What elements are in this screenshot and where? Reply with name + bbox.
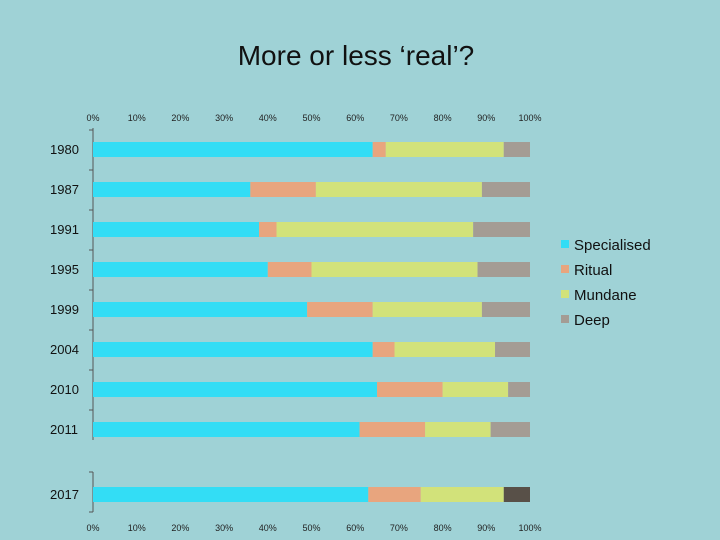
bar-mundane-1999 (372, 302, 482, 317)
category-label-2011: 2011 (50, 422, 78, 437)
x-tick-label-bottom: 40% (259, 523, 277, 533)
bar-deep-1987 (481, 182, 530, 197)
bar-mundane-2004 (394, 342, 496, 357)
bar-ritual-2011 (359, 422, 426, 437)
x-tick-label-bottom: 30% (215, 523, 233, 533)
x-tick-label-top: 70% (390, 113, 408, 123)
x-tick-label-top: 60% (346, 113, 364, 123)
bar-deep-2004 (495, 342, 530, 357)
category-label-2017: 2017 (50, 487, 79, 502)
bar-deep-2010 (508, 382, 530, 397)
x-tick-label-bottom: 0% (86, 523, 99, 533)
bar-deep-1995 (477, 262, 530, 277)
category-label-1980: 1980 (50, 142, 79, 157)
bar-mundane-1995 (311, 262, 478, 277)
bar-deep-1991 (473, 222, 530, 237)
category-label-1987: 1987 (50, 182, 79, 197)
x-tick-label-bottom: 50% (302, 523, 320, 533)
bar-mundane-1991 (276, 222, 474, 237)
bar-mundane-2010 (442, 382, 509, 397)
x-tick-label-bottom: 90% (477, 523, 495, 533)
bar-mundane-1987 (315, 182, 482, 197)
x-tick-label-top: 20% (171, 113, 189, 123)
bar-specialised-1987 (93, 182, 251, 197)
x-tick-label-top: 80% (434, 113, 452, 123)
bar-mundane-2017 (420, 487, 504, 502)
category-label-1991: 1991 (50, 222, 79, 237)
bar-ritual-1987 (250, 182, 316, 197)
bar-ritual-2004 (372, 342, 395, 357)
bar-deep-1980 (503, 142, 530, 157)
bar-specialised-2010 (93, 382, 378, 397)
bar-mundane-2011 (425, 422, 491, 437)
x-tick-label-bottom: 80% (434, 523, 452, 533)
bar-deep-1999 (481, 302, 530, 317)
legend-label-specialised: Specialised (574, 237, 651, 254)
category-label-1995: 1995 (50, 262, 79, 277)
x-tick-label-bottom: 10% (128, 523, 146, 533)
x-tick-label-top: 40% (259, 113, 277, 123)
category-label-2004: 2004 (50, 342, 79, 357)
x-tick-label-top: 30% (215, 113, 233, 123)
bar-ritual-1999 (307, 302, 373, 317)
x-tick-label-bottom: 100% (518, 523, 541, 533)
legend-swatch-mundane (561, 290, 569, 298)
x-tick-label-bottom: 70% (390, 523, 408, 533)
bar-ritual-1991 (259, 222, 277, 237)
x-tick-label-top: 10% (128, 113, 146, 123)
legend-swatch-deep (561, 315, 569, 323)
category-label-2010: 2010 (50, 382, 79, 397)
legend-swatch-ritual (561, 265, 569, 273)
x-tick-label-top: 50% (302, 113, 320, 123)
bar-ritual-2017 (368, 487, 421, 502)
legend-label-deep: Deep (574, 312, 610, 329)
x-tick-label-top: 90% (477, 113, 495, 123)
bar-specialised-2011 (93, 422, 360, 437)
x-tick-label-bottom: 20% (171, 523, 189, 533)
legend-swatch-specialised (561, 240, 569, 248)
x-tick-label-top: 0% (86, 113, 99, 123)
bar-specialised-1999 (93, 302, 308, 317)
legend-label-mundane: Mundane (574, 287, 637, 304)
bar-deep-2011 (490, 422, 530, 437)
bar-specialised-1980 (93, 142, 373, 157)
bar-specialised-1991 (93, 222, 260, 237)
x-tick-label-bottom: 60% (346, 523, 364, 533)
bar-specialised-2004 (93, 342, 373, 357)
legend-label-ritual: Ritual (574, 262, 612, 279)
chart-title: More or less ‘real’? (237, 40, 475, 71)
bar-ritual-1995 (267, 262, 312, 277)
bar-specialised-1995 (93, 262, 268, 277)
bar-deep-2017 (503, 487, 530, 502)
category-label-1999: 1999 (50, 302, 79, 317)
bar-ritual-2010 (377, 382, 443, 397)
bar-mundane-1980 (385, 142, 504, 157)
bar-ritual-1980 (372, 142, 386, 157)
x-tick-label-top: 100% (518, 113, 541, 123)
bar-specialised-2017 (93, 487, 369, 502)
